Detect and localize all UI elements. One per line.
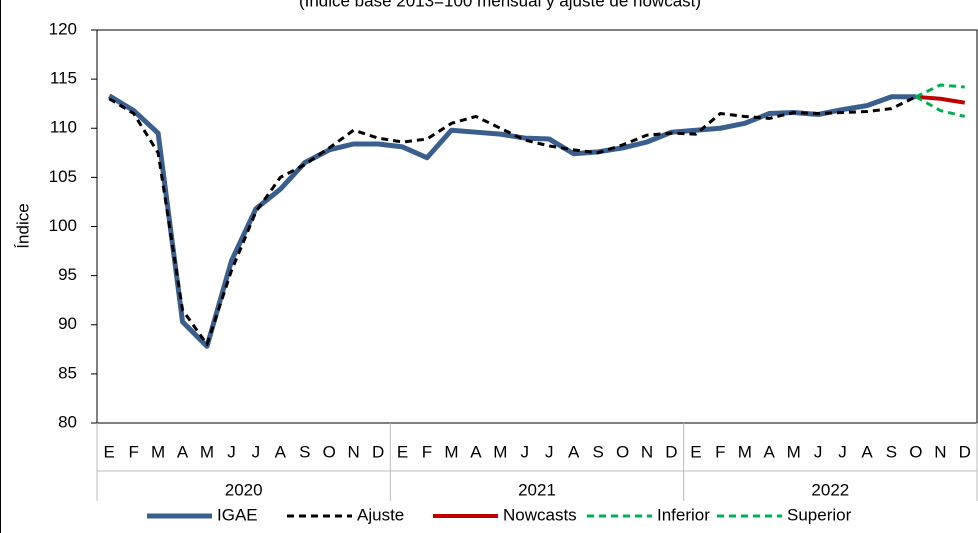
- legend-label: Ajuste: [357, 505, 404, 524]
- x-tick-label: D: [665, 442, 677, 461]
- x-tick-label: A: [568, 442, 580, 461]
- y-tick-label: 105: [49, 167, 77, 186]
- x-tick-label: F: [715, 442, 725, 461]
- x-tick-label: O: [323, 442, 336, 461]
- x-tick-label: D: [959, 442, 971, 461]
- x-tick-label: E: [104, 442, 115, 461]
- legend-label: IGAE: [217, 505, 258, 524]
- x-tick-label: A: [764, 442, 776, 461]
- legend-label: Inferior: [657, 505, 710, 524]
- x-tick-label: J: [227, 442, 236, 461]
- x-tick-label: J: [521, 442, 530, 461]
- x-tick-label: S: [886, 442, 897, 461]
- y-tick-label: 85: [58, 363, 77, 382]
- x-tick-label: A: [861, 442, 873, 461]
- series-line: [108, 95, 917, 346]
- x-tick-label: J: [252, 442, 261, 461]
- x-tick-label: J: [545, 442, 554, 461]
- chart-title: (Índice base 2013=100 mensual y ajuste d…: [299, 0, 701, 10]
- y-tick-label: 115: [50, 69, 77, 88]
- x-group-label: 2021: [518, 480, 556, 499]
- y-tick-label: 95: [58, 265, 77, 284]
- x-tick-label: F: [128, 442, 138, 461]
- x-tick-label: J: [814, 442, 823, 461]
- series-line: [915, 83, 965, 99]
- x-tick-label: M: [738, 442, 752, 461]
- x-tick-label: N: [348, 442, 360, 461]
- x-tick-label: N: [641, 442, 653, 461]
- y-tick-label: 100: [49, 216, 77, 235]
- x-tick-label: A: [177, 442, 189, 461]
- x-tick-label: E: [690, 442, 701, 461]
- x-tick-label: E: [397, 442, 408, 461]
- x-tick-label: N: [934, 442, 946, 461]
- plot-area: [96, 29, 978, 424]
- x-tick-label: M: [151, 442, 165, 461]
- y-tick-label: 90: [58, 314, 77, 333]
- x-tick-label: J: [838, 442, 847, 461]
- y-tick-label: 120: [49, 19, 77, 38]
- x-tick-label: M: [493, 442, 507, 461]
- x-group-label: 2022: [811, 480, 849, 499]
- x-tick-label: M: [787, 442, 801, 461]
- x-tick-label: O: [909, 442, 922, 461]
- x-tick-label: D: [372, 442, 384, 461]
- x-tick-label: A: [275, 442, 287, 461]
- x-tick-label: S: [592, 442, 603, 461]
- x-tick-label: F: [422, 442, 432, 461]
- legend-label: Superior: [787, 505, 852, 524]
- y-tick-label: 80: [58, 412, 77, 431]
- x-tick-label: M: [200, 442, 214, 461]
- y-tick-label: 110: [50, 118, 77, 137]
- x-tick-label: M: [444, 442, 458, 461]
- y-axis-label: Índice: [13, 203, 32, 248]
- x-tick-label: A: [470, 442, 482, 461]
- x-tick-label: O: [616, 442, 629, 461]
- series-line: [107, 93, 916, 349]
- series-line: [915, 94, 966, 105]
- series-line: [915, 95, 966, 118]
- x-tick-label: S: [299, 442, 310, 461]
- legend-label: Nowcasts: [503, 505, 577, 524]
- x-group-label: 2020: [225, 480, 263, 499]
